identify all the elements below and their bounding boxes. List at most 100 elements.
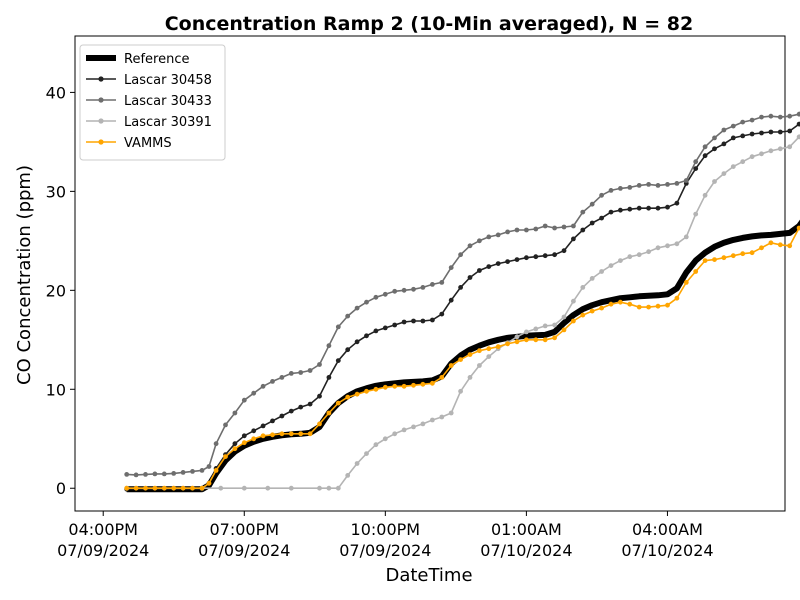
data-point [420, 318, 426, 324]
data-point [636, 183, 642, 188]
data-point [627, 206, 633, 212]
data-point [458, 285, 463, 290]
data-point [439, 375, 445, 380]
data-point [439, 280, 445, 285]
data-point [674, 295, 680, 301]
data-point [627, 185, 633, 190]
data-point [618, 207, 623, 213]
data-point [307, 368, 313, 373]
data-point [533, 226, 539, 232]
data-point [749, 250, 755, 256]
data-point [364, 299, 369, 305]
data-point [326, 375, 332, 380]
data-point [279, 375, 285, 380]
data-point [777, 114, 783, 120]
data-point [288, 485, 294, 491]
data-point [655, 303, 661, 309]
data-point [382, 291, 388, 297]
data-point [241, 397, 247, 403]
data-point [458, 357, 463, 362]
data-point [317, 485, 322, 491]
legend-item: VAMMS [86, 136, 172, 151]
legend-label: Lascar 30391 [124, 115, 212, 130]
data-point [787, 128, 793, 134]
data-point [420, 381, 426, 387]
data-point [206, 480, 212, 486]
data-point [171, 471, 177, 476]
x-tick-label-date: 07/10/2024 [621, 541, 713, 560]
data-point [448, 363, 454, 368]
data-point [514, 257, 520, 262]
data-point [199, 485, 205, 491]
data-point [335, 324, 341, 330]
data-point [702, 153, 708, 159]
data-point [608, 301, 614, 307]
data-point [665, 204, 670, 210]
data-point [768, 240, 774, 246]
data-point [665, 182, 670, 187]
data-point [636, 252, 642, 258]
data-point [608, 263, 614, 268]
x-axis-label: DateTime [385, 565, 472, 586]
legend-marker [98, 76, 104, 82]
data-point [777, 242, 783, 248]
data-point [749, 154, 755, 160]
data-point [542, 323, 548, 329]
data-point [514, 334, 520, 340]
plot-frame [74, 35, 786, 512]
data-point [180, 485, 186, 491]
data-point [411, 286, 416, 292]
data-point [373, 442, 379, 448]
data-point [655, 205, 661, 211]
data-point [599, 215, 604, 221]
data-point [354, 339, 360, 345]
data-point [796, 225, 800, 231]
legend-label: Reference [124, 52, 189, 67]
data-point [693, 211, 699, 217]
data-point [232, 441, 238, 447]
data-point [712, 146, 717, 152]
data-point [411, 424, 416, 430]
x-tick-label-date: 07/09/2024 [57, 541, 149, 560]
data-point [552, 225, 557, 231]
data-point [279, 431, 285, 437]
data-point [298, 404, 304, 410]
data-point [486, 346, 492, 352]
data-point [646, 182, 651, 187]
data-point [608, 209, 614, 215]
data-point [759, 151, 764, 157]
data-point [646, 205, 651, 211]
data-point [223, 454, 228, 459]
data-point [190, 469, 195, 474]
data-point [382, 436, 388, 442]
data-point [740, 159, 746, 165]
data-point [467, 375, 473, 380]
data-point [777, 129, 783, 135]
data-point [477, 268, 482, 273]
data-point [730, 253, 736, 259]
data-point [373, 386, 379, 392]
data-point [749, 131, 755, 137]
data-point [768, 113, 774, 119]
x-tick-label-time: 10:00PM [351, 520, 421, 539]
data-point [759, 114, 764, 120]
data-point [580, 312, 586, 318]
data-point [665, 243, 670, 249]
data-point [213, 441, 219, 447]
data-point [589, 308, 595, 314]
data-point [740, 133, 746, 139]
data-point [655, 245, 661, 251]
data-point [180, 470, 186, 475]
x-axis: 04:00PM 07/09/2024 07:00PM 07/09/2024 10:00P… [57, 511, 714, 560]
data-point [655, 183, 661, 188]
data-point [599, 192, 604, 198]
y-tick-label: 10 [46, 380, 66, 399]
data-point [589, 201, 595, 207]
data-point [439, 414, 445, 420]
series-line [126, 219, 800, 493]
data-point [354, 305, 360, 311]
data-point [430, 282, 435, 287]
data-point [730, 135, 736, 141]
data-point [693, 166, 699, 172]
data-point [542, 337, 548, 343]
